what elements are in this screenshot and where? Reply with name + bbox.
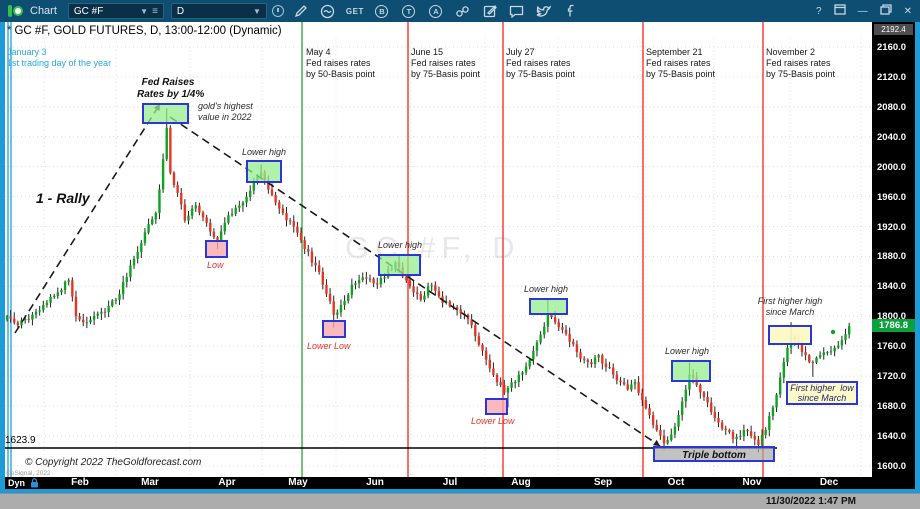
price-tick: 1920.0 xyxy=(877,221,907,233)
indicator-wave-icon[interactable] xyxy=(318,2,338,20)
chevron-down-icon[interactable]: ▼ xyxy=(140,6,149,16)
chart-watermark: GC #F, D xyxy=(345,230,521,265)
interval-value: D xyxy=(176,5,185,17)
price-tick: 1840.0 xyxy=(877,281,907,293)
help-button[interactable]: ? xyxy=(816,5,822,17)
price-tick: 2160.0 xyxy=(877,42,907,53)
month-label-feb: Feb xyxy=(71,477,89,488)
time-templates-icon[interactable]: T xyxy=(399,2,419,20)
lower-high-aug-label: Lower high xyxy=(524,284,569,294)
lower-high-jun-box[interactable] xyxy=(378,254,421,276)
restore-button[interactable] xyxy=(879,4,892,18)
esignal-logo-icon xyxy=(8,5,23,17)
month-label-dec: Dec xyxy=(819,477,839,488)
lower-high-oct-label: Lower high xyxy=(665,346,710,356)
lower-high-oct-box[interactable] xyxy=(671,360,711,382)
price-tick: 2000.0 xyxy=(877,161,907,173)
copyright-text: © Copyright 2022 TheGoldforecast.com xyxy=(25,457,202,468)
alerts-icon[interactable]: A xyxy=(426,2,446,20)
price-tick: 1720.0 xyxy=(877,371,907,383)
lower-low-may-box[interactable] xyxy=(322,320,346,338)
support-price-label: 1623.9 xyxy=(5,435,36,446)
jan-3-line-label: January 3 1st trading day of the year xyxy=(7,47,112,68)
first-higher-high-label: First higher high since March xyxy=(757,296,823,317)
lower-low-jul-box[interactable] xyxy=(485,398,508,415)
axis-high-badge: 2192.4 xyxy=(874,24,913,35)
symbol-value: GC #F xyxy=(73,5,104,17)
month-label-nov: Nov xyxy=(742,477,762,488)
price-tick: 1680.0 xyxy=(877,401,907,413)
month-label-mar: Mar xyxy=(141,477,159,488)
esignal-credit: ©eSignal, 2022 xyxy=(6,470,51,477)
gold-highest-label: gold's highest value in 2022 xyxy=(198,101,253,122)
month-label-may: May xyxy=(288,477,308,488)
price-tick: 1960.0 xyxy=(877,191,907,203)
lower-low-jul-label: Lower Low xyxy=(471,416,515,426)
chart-menu[interactable]: Chart xyxy=(30,5,57,17)
jul-27-fed-line-label: July 27 Fed raises rates by 75-Basis poi… xyxy=(506,47,576,79)
chat-bubble-icon[interactable] xyxy=(507,2,527,20)
lower-high-apr-box[interactable] xyxy=(246,160,282,183)
price-tick: 1800.0 xyxy=(877,311,907,323)
interval-settings-icon[interactable] xyxy=(271,5,284,17)
may-4-fed-line-label: May 4 Fed raises rates by 50-Basis point xyxy=(306,47,376,79)
box-label: Triple bottom xyxy=(682,450,746,461)
low-mar-box[interactable] xyxy=(205,240,228,258)
month-label-jul: Jul xyxy=(442,477,458,488)
link-chain-icon[interactable] xyxy=(453,2,473,20)
price-axis[interactable]: 2192.4 1786.8 2160.0 2120.0 2080.0 2040.0 20… xyxy=(872,22,915,477)
lower-high-aug-box[interactable] xyxy=(529,298,568,315)
last-price-badge: 1786.8 xyxy=(872,319,915,332)
price-tick: 1880.0 xyxy=(877,251,907,263)
month-label-apr: Apr xyxy=(218,477,236,488)
pencil-draw-icon[interactable] xyxy=(291,2,311,20)
price-tick: 1760.0 xyxy=(877,341,907,353)
nov-2-fed-line-label: November 2 Fed raises rates by 75-Basis … xyxy=(766,47,836,79)
price-tick: 2080.0 xyxy=(877,101,907,113)
symbol-input[interactable]: GC #F ▼ ≡ xyxy=(67,3,164,19)
lower-high-jun-label: Lower high xyxy=(378,240,423,250)
status-bar: 11/30/2022 1:47 PM xyxy=(0,493,920,509)
get-quotes-button[interactable]: GET xyxy=(345,6,364,16)
rally-label: 1 - Rally xyxy=(36,190,90,206)
fed-raises-quarter-label: Fed Raises Rates by 1/4% xyxy=(137,77,205,100)
chart-title: * GC #F, GOLD FUTURES, D, 13:00-12:00 (Dy… xyxy=(7,25,282,37)
triple-bottom-box[interactable]: Triple bottom xyxy=(653,446,775,462)
lower-low-may-label: Lower Low xyxy=(307,341,351,351)
month-label-oct: Oct xyxy=(667,477,685,488)
panel-icon[interactable] xyxy=(833,4,846,18)
low-mar-label: Low xyxy=(207,260,224,270)
close-button[interactable]: ✕ xyxy=(903,5,912,17)
month-label-sep: Sep xyxy=(593,477,613,488)
chevron-down-icon[interactable]: ▼ xyxy=(252,6,261,16)
chart-canvas[interactable]: GC #F, D * GC #F, GOLD FUTURES, D, 13:00-… xyxy=(5,22,872,477)
month-label-aug: Aug xyxy=(511,477,531,488)
dyn-toggle[interactable]: Dyn xyxy=(8,478,26,488)
minimize-button[interactable]: — xyxy=(857,5,868,17)
price-tick: 1600.0 xyxy=(877,460,907,472)
bar-analysis-icon[interactable]: B xyxy=(372,2,392,20)
lower-high-apr-label: Lower high xyxy=(242,147,287,157)
jun-15-fed-line-label: June 15 Fed raises rates by 75-Basis poi… xyxy=(411,47,481,79)
price-tick: 2040.0 xyxy=(877,131,907,143)
lock-icon[interactable] xyxy=(30,478,39,488)
price-tick: 2120.0 xyxy=(877,71,907,83)
symbol-menu-icon[interactable]: ≡ xyxy=(152,5,158,17)
twitter-bird-icon[interactable] xyxy=(534,2,554,20)
chart-window: GC #F, D * GC #F, GOLD FUTURES, D, 13:00-… xyxy=(0,22,920,493)
price-tick: 1640.0 xyxy=(877,430,907,442)
first-higher-low-callout[interactable]: First higher low since March xyxy=(786,381,858,405)
main-toolbar: Chart GC #F ▼ ≡ D ▼ GET B T A ? xyxy=(0,0,920,22)
sep-21-fed-line-label: September 21 Fed raises rates by 75-Basi… xyxy=(646,47,716,79)
compose-note-icon[interactable] xyxy=(480,2,500,20)
time-axis[interactable]: Dyn Feb Mar Apr May Jun Jul Aug Sep Oct Nov Dec xyxy=(5,477,915,489)
clock-timestamp: 11/30/2022 1:47 PM xyxy=(765,496,856,507)
first-higher-high-box[interactable] xyxy=(768,325,812,345)
facebook-icon[interactable] xyxy=(561,2,581,20)
month-label-jun: Jun xyxy=(366,477,384,488)
highest-high-box[interactable] xyxy=(142,103,189,124)
interval-input[interactable]: D ▼ xyxy=(170,3,267,19)
